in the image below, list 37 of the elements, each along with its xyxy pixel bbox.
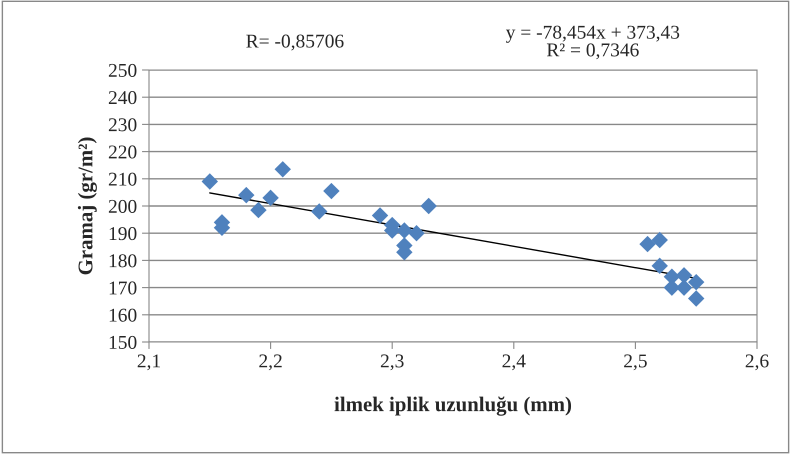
- x-tick-label: 2,1: [138, 354, 160, 370]
- y-tick-label: 160: [110, 308, 136, 322]
- point: [639, 236, 656, 252]
- y-tick-label: 150: [110, 336, 136, 349]
- point: [323, 182, 340, 200]
- text: R= -0,85706: [246, 34, 344, 50]
- y-tick-label: 240: [108, 91, 136, 104]
- point: [262, 190, 279, 206]
- y-tick-label: 230: [108, 118, 136, 132]
- point: [274, 161, 291, 178]
- point: [688, 274, 704, 290]
- y-tick-label: 180: [110, 254, 136, 268]
- point: [250, 202, 267, 218]
- x-tick-label: 2,2: [259, 354, 282, 370]
- x-tick-label: 2,6: [746, 354, 769, 370]
- text: y = -78,454x + 373,43 R² = 0,7346: [506, 26, 680, 60]
- y-tick-label: 200: [108, 200, 136, 213]
- point: [238, 186, 254, 204]
- point: [396, 222, 413, 239]
- y-tick-label: 210: [108, 172, 136, 186]
- y-tick-label: 250: [108, 64, 136, 77]
- point: [311, 203, 328, 220]
- y-axis-title: Gramaj (gr/m²): [78, 138, 97, 274]
- point: [652, 258, 668, 274]
- point: [420, 198, 437, 214]
- y-tick-label: 220: [108, 145, 136, 159]
- point: [652, 232, 668, 248]
- point: [688, 290, 704, 307]
- x-tick-label: 2,5: [624, 354, 647, 370]
- point: [202, 173, 218, 190]
- y-tick-label: 170: [110, 281, 136, 295]
- x-tick-label: 2,3: [380, 354, 404, 370]
- x-axis-title: ilmek iplik uzunluğu (mm): [334, 396, 572, 416]
- point: [372, 207, 388, 224]
- x-tick-label: 2,4: [502, 354, 526, 370]
- y-tick-label: 190: [110, 227, 136, 240]
- point: [408, 224, 425, 242]
